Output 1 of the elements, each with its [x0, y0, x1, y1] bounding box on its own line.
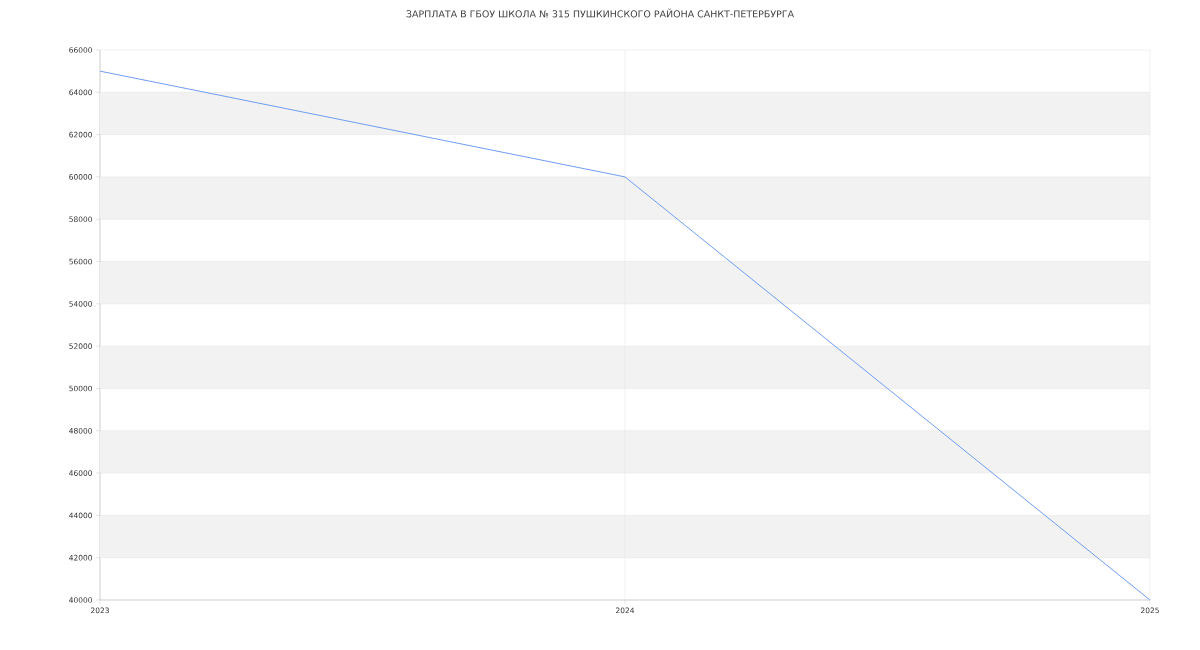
chart-title: ЗАРПЛАТА В ГБОУ ШКОЛА № 315 ПУШКИНСКОГО РАЙОНА САНКТ-ПЕТЕРБУРГА — [406, 8, 794, 18]
